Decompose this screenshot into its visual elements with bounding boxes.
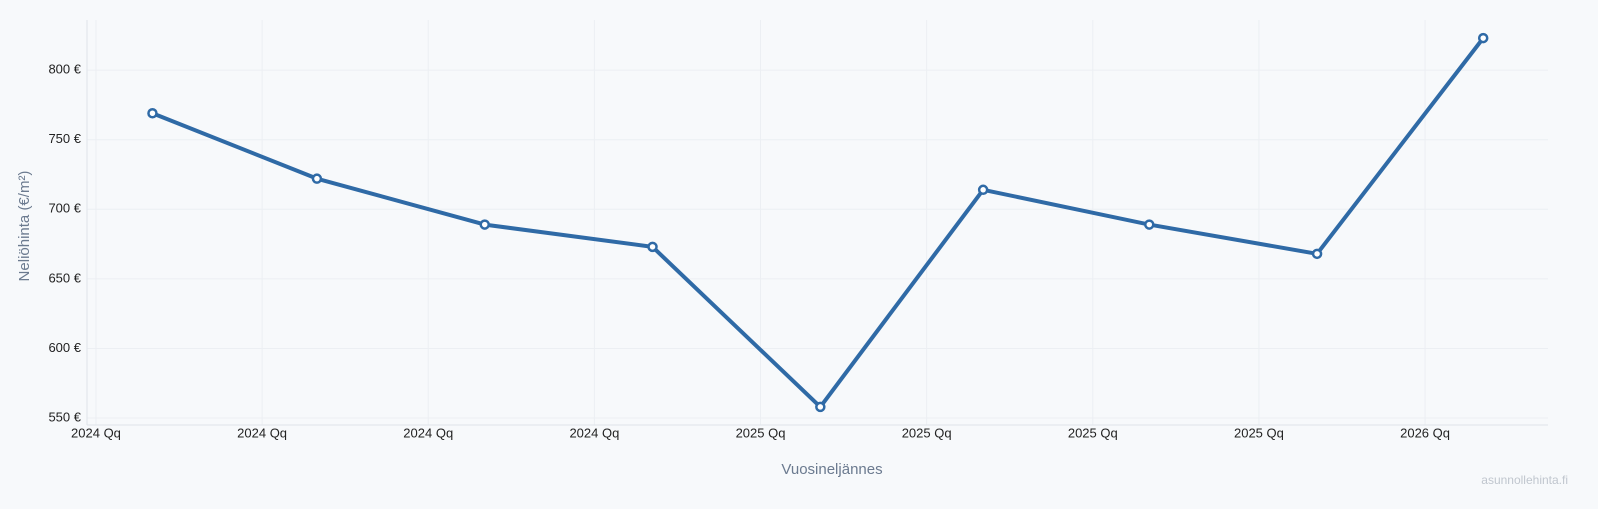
x-tick-label: 2025 Qq <box>1234 425 1284 440</box>
x-tick-label: 2025 Qq <box>1068 425 1118 440</box>
data-point <box>1144 219 1155 230</box>
x-tick-label: 2024 Qq <box>71 425 121 440</box>
y-tick-label: 750 € <box>48 131 81 146</box>
x-tick-label: 2024 Qq <box>569 425 619 440</box>
x-tick-label: 2025 Qq <box>736 425 786 440</box>
x-tick-label: 2025 Qq <box>902 425 952 440</box>
data-point <box>147 107 158 119</box>
y-tick-label: 650 € <box>48 270 81 285</box>
x-tick-label: 2026 Qq <box>1400 425 1450 440</box>
y-axis-label: Neliöhinta (€/m²) <box>16 171 33 282</box>
data-point <box>311 173 323 184</box>
data-point <box>1477 32 1489 44</box>
y-tick-label: 600 € <box>48 340 81 355</box>
data-point <box>479 219 490 230</box>
watermark: asunnollehinta.fi <box>1481 473 1568 487</box>
y-tick-label: 550 € <box>48 409 81 424</box>
data-point <box>647 241 658 253</box>
x-tick-label: 2024 Qq <box>237 425 287 440</box>
data-point <box>977 184 989 196</box>
x-axis-label: Vuosineljännes <box>781 461 882 478</box>
data-point <box>1311 248 1323 260</box>
data-point <box>815 401 826 413</box>
y-tick-label: 800 € <box>48 62 81 77</box>
y-tick-label: 700 € <box>48 201 81 216</box>
x-tick-label: 2024 Qq <box>403 425 453 440</box>
